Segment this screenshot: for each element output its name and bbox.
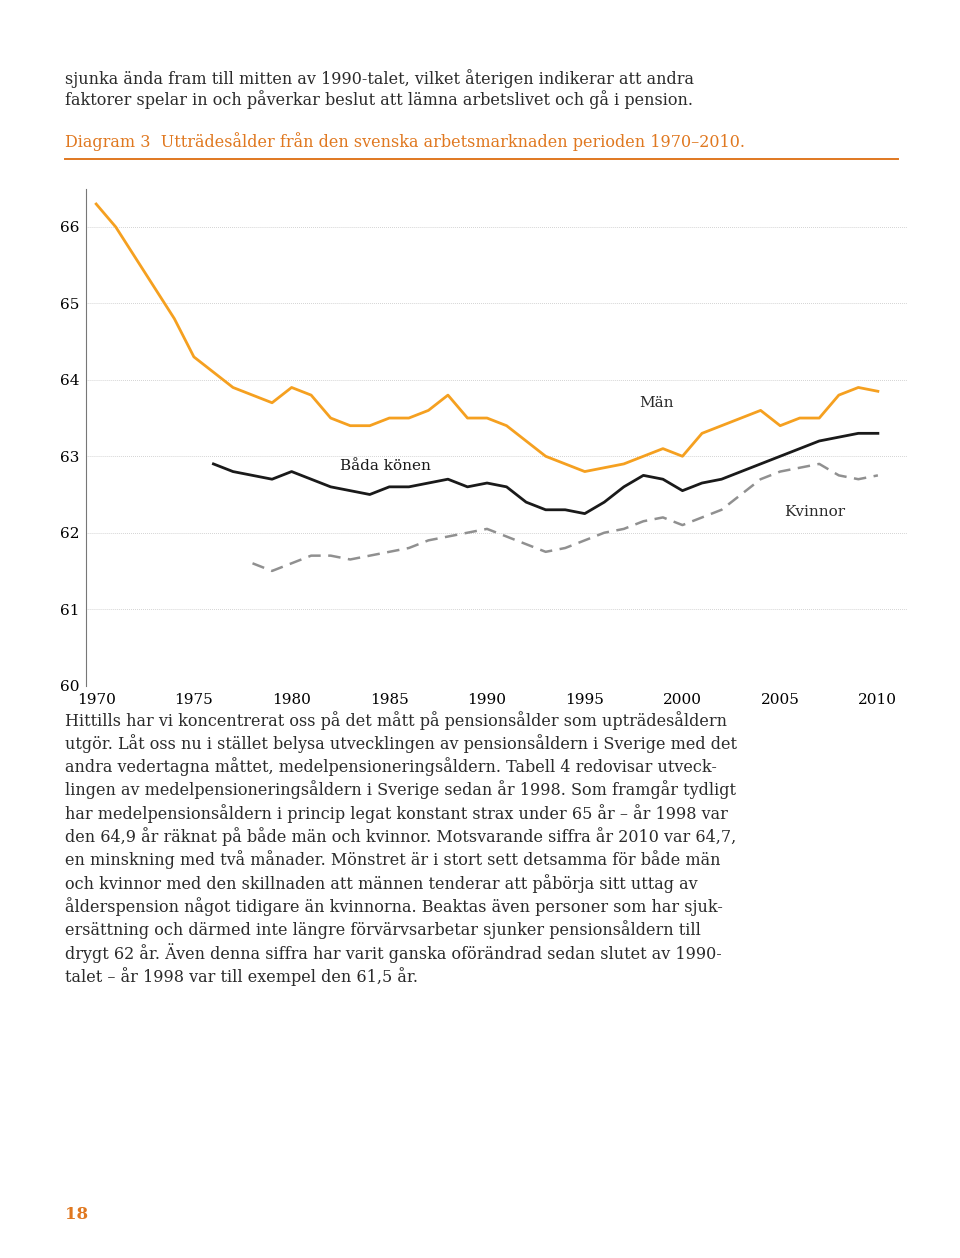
Text: faktorer spelar in och påverkar beslut att lämna arbetslivet och gå i pension.: faktorer spelar in och påverkar beslut a… [65, 91, 693, 109]
Text: Kvinnor: Kvinnor [784, 504, 845, 518]
Text: lingen av medelpensioneringsåldern i Sverige sedan år 1998. Som framgår tydligt: lingen av medelpensioneringsåldern i Sve… [65, 780, 736, 800]
Text: Diagram 3  Utträdesålder från den svenska arbetsmarknaden perioden 1970–2010.: Diagram 3 Utträdesålder från den svenska… [65, 132, 745, 151]
Text: den 64,9 år räknat på både män och kvinnor. Motsvarande siffra år 2010 var 64,7,: den 64,9 år räknat på både män och kvinn… [65, 828, 736, 847]
Text: utgör. Låt oss nu i stället belysa utvecklingen av pensionsåldern i Sverige med : utgör. Låt oss nu i stället belysa utvec… [65, 733, 737, 754]
Text: sjunka ända fram till mitten av 1990-talet, vilket återigen indikerar att andra: sjunka ända fram till mitten av 1990-tal… [65, 69, 694, 88]
Text: en minskning med två månader. Mönstret är i stort sett detsamma för både män: en minskning med två månader. Mönstret ä… [65, 850, 721, 869]
Text: och kvinnor med den skillnaden att männen tenderar att påbörja sitt uttag av: och kvinnor med den skillnaden att männe… [65, 873, 698, 893]
Text: Män: Män [639, 395, 674, 410]
Text: ersättning och därmed inte längre förvärvsarbetar sjunker pensionsåldern till: ersättning och därmed inte längre förvär… [65, 921, 701, 940]
Text: Båda könen: Båda könen [341, 459, 431, 473]
Text: har medelpensionsåldern i princip legat konstant strax under 65 år – år 1998 var: har medelpensionsåldern i princip legat … [65, 804, 728, 823]
Text: 18: 18 [65, 1205, 88, 1223]
Text: drygt 62 år. Även denna siffra har varit ganska oförändrad sedan slutet av 1990-: drygt 62 år. Även denna siffra har varit… [65, 944, 722, 964]
Text: talet – år 1998 var till exempel den 61,5 år.: talet – år 1998 var till exempel den 61,… [65, 966, 419, 986]
Text: Hittills har vi koncentrerat oss på det mått på pensionsålder som upträdesåldern: Hittills har vi koncentrerat oss på det … [65, 711, 728, 730]
Text: ålderspension något tidigare än kvinnorna. Beaktas även personer som har sjuk-: ålderspension något tidigare än kvinnorn… [65, 897, 723, 916]
Text: andra vedertagna måttet, medelpensioneringsåldern. Tabell 4 redovisar utveck-: andra vedertagna måttet, medelpensioneri… [65, 757, 717, 776]
